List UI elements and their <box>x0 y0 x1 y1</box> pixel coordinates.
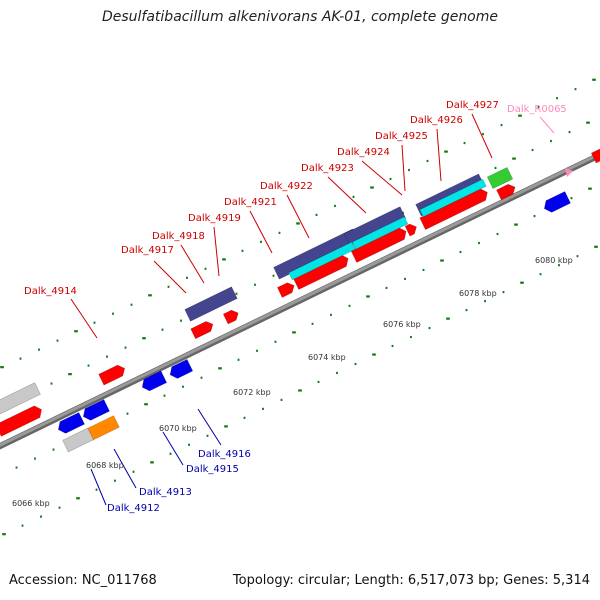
leader-line <box>471 113 493 159</box>
cds-forward <box>98 364 126 386</box>
gene-label-rna: Dalk_R0065 <box>507 104 567 115</box>
cds-reverse <box>169 358 194 379</box>
gene-label-forward: Dalk_4922 <box>260 181 313 192</box>
gene-label-forward: Dalk_4927 <box>446 100 499 111</box>
leader-line <box>113 448 137 489</box>
cog-purple-shape <box>184 286 238 322</box>
cds-forward-shape <box>98 364 126 386</box>
cds-reverse <box>141 370 168 392</box>
leader-line <box>327 176 367 214</box>
leader-line <box>153 260 187 294</box>
gene-label-forward: Dalk_4925 <box>375 131 428 142</box>
cds-reverse-shape <box>82 399 110 421</box>
cds-reverse-shape <box>57 412 85 434</box>
cog-cyan-shape <box>419 178 487 218</box>
gene-label-forward: Dalk_4924 <box>337 147 390 158</box>
leader-line <box>401 144 406 192</box>
leader-line <box>249 210 273 254</box>
scale-label: 6078 kbp <box>459 289 497 298</box>
genome-summary-text: Topology: circular; Length: 6,517,073 bp… <box>232 573 590 588</box>
leader-line <box>213 226 220 277</box>
cog-gray-shape <box>62 427 94 453</box>
cog-purple <box>184 286 238 322</box>
leader-line <box>162 431 184 466</box>
cds-forward-shape <box>190 321 214 340</box>
cds-reverse <box>57 412 85 434</box>
gene-features <box>0 148 600 453</box>
label-leader-lines <box>70 113 555 506</box>
cog-cyan-shape <box>351 216 409 250</box>
gene-labels: Dalk_4914 Dalk_4917 Dalk_4918 Dalk_4919 … <box>24 100 567 514</box>
cds-forward-shape <box>0 405 42 437</box>
gene-label-forward: Dalk_4923 <box>301 163 354 174</box>
cds-forward <box>496 183 516 201</box>
leader-line <box>361 160 403 196</box>
cds-reverse-shape <box>169 358 194 379</box>
cog-cyan-shape <box>288 241 356 281</box>
cds-reverse-shape <box>543 191 571 213</box>
gene-label-forward: Dalk_4914 <box>24 286 77 297</box>
cds-forward-shape <box>277 282 295 298</box>
cog-purple <box>343 206 407 246</box>
cds-reverse <box>543 191 571 213</box>
cog-cyan <box>351 216 409 250</box>
gene-label-reverse: Dalk_4913 <box>139 487 192 498</box>
cog-gray <box>0 382 41 416</box>
cog-purple-shape <box>343 206 407 246</box>
cog-cyan <box>419 178 487 218</box>
scale-label: 6076 kbp <box>383 320 421 329</box>
gene-label-forward: Dalk_4921 <box>224 197 277 208</box>
gene-label-forward: Dalk_4919 <box>188 213 241 224</box>
gene-label-reverse: Dalk_4915 <box>186 464 239 475</box>
scale-label: 6070 kbp <box>159 424 197 433</box>
cds-forward-shape <box>496 183 516 201</box>
leader-line <box>286 194 310 239</box>
gene-label-reverse: Dalk_4912 <box>107 503 160 514</box>
scale-label: 6072 kbp <box>233 388 271 397</box>
cds-forward <box>590 148 600 164</box>
gene-label-forward: Dalk_4917 <box>121 245 174 256</box>
scale-label: 6074 kbp <box>308 353 346 362</box>
cds-forward-shape <box>590 148 600 164</box>
genome-backbone <box>0 151 600 450</box>
leader-line <box>436 128 442 182</box>
gene-label-reverse: Dalk_4916 <box>198 449 251 460</box>
map-title: Desulfatibacillum alkenivorans AK-01, co… <box>101 9 499 25</box>
cds-forward <box>0 405 42 437</box>
leader-line <box>180 244 205 284</box>
rna-feature <box>565 168 573 177</box>
cog-gray-shape <box>0 382 41 416</box>
cds-forward <box>404 223 417 237</box>
leader-line <box>197 408 222 446</box>
leader-line <box>70 298 98 339</box>
leader-line <box>90 468 107 506</box>
scale-label: 6080 kbp <box>535 256 573 265</box>
cog-green <box>486 166 514 190</box>
cog-cyan <box>288 241 356 281</box>
cds-reverse-shape <box>141 370 168 392</box>
cds-reverse <box>82 399 110 421</box>
leader-line <box>539 116 555 134</box>
cds-forward-shape <box>404 223 417 237</box>
cds-forward <box>277 282 295 298</box>
scale-label: 6066 kbp <box>12 499 50 508</box>
gene-label-forward: Dalk_4926 <box>410 115 463 126</box>
scale-label: 6068 kbp <box>86 461 124 470</box>
cds-forward <box>190 321 214 340</box>
gene-label-forward: Dalk_4918 <box>152 231 205 242</box>
cds-forward <box>222 309 239 325</box>
accession-text: Accession: NC_011768 <box>9 573 157 588</box>
scale-labels: 6066 kbp 6068 kbp 6070 kbp 6072 kbp 6074… <box>12 256 573 508</box>
cog-gray <box>62 427 94 453</box>
cds-forward-shape <box>222 309 239 325</box>
cog-green-shape <box>486 166 514 190</box>
